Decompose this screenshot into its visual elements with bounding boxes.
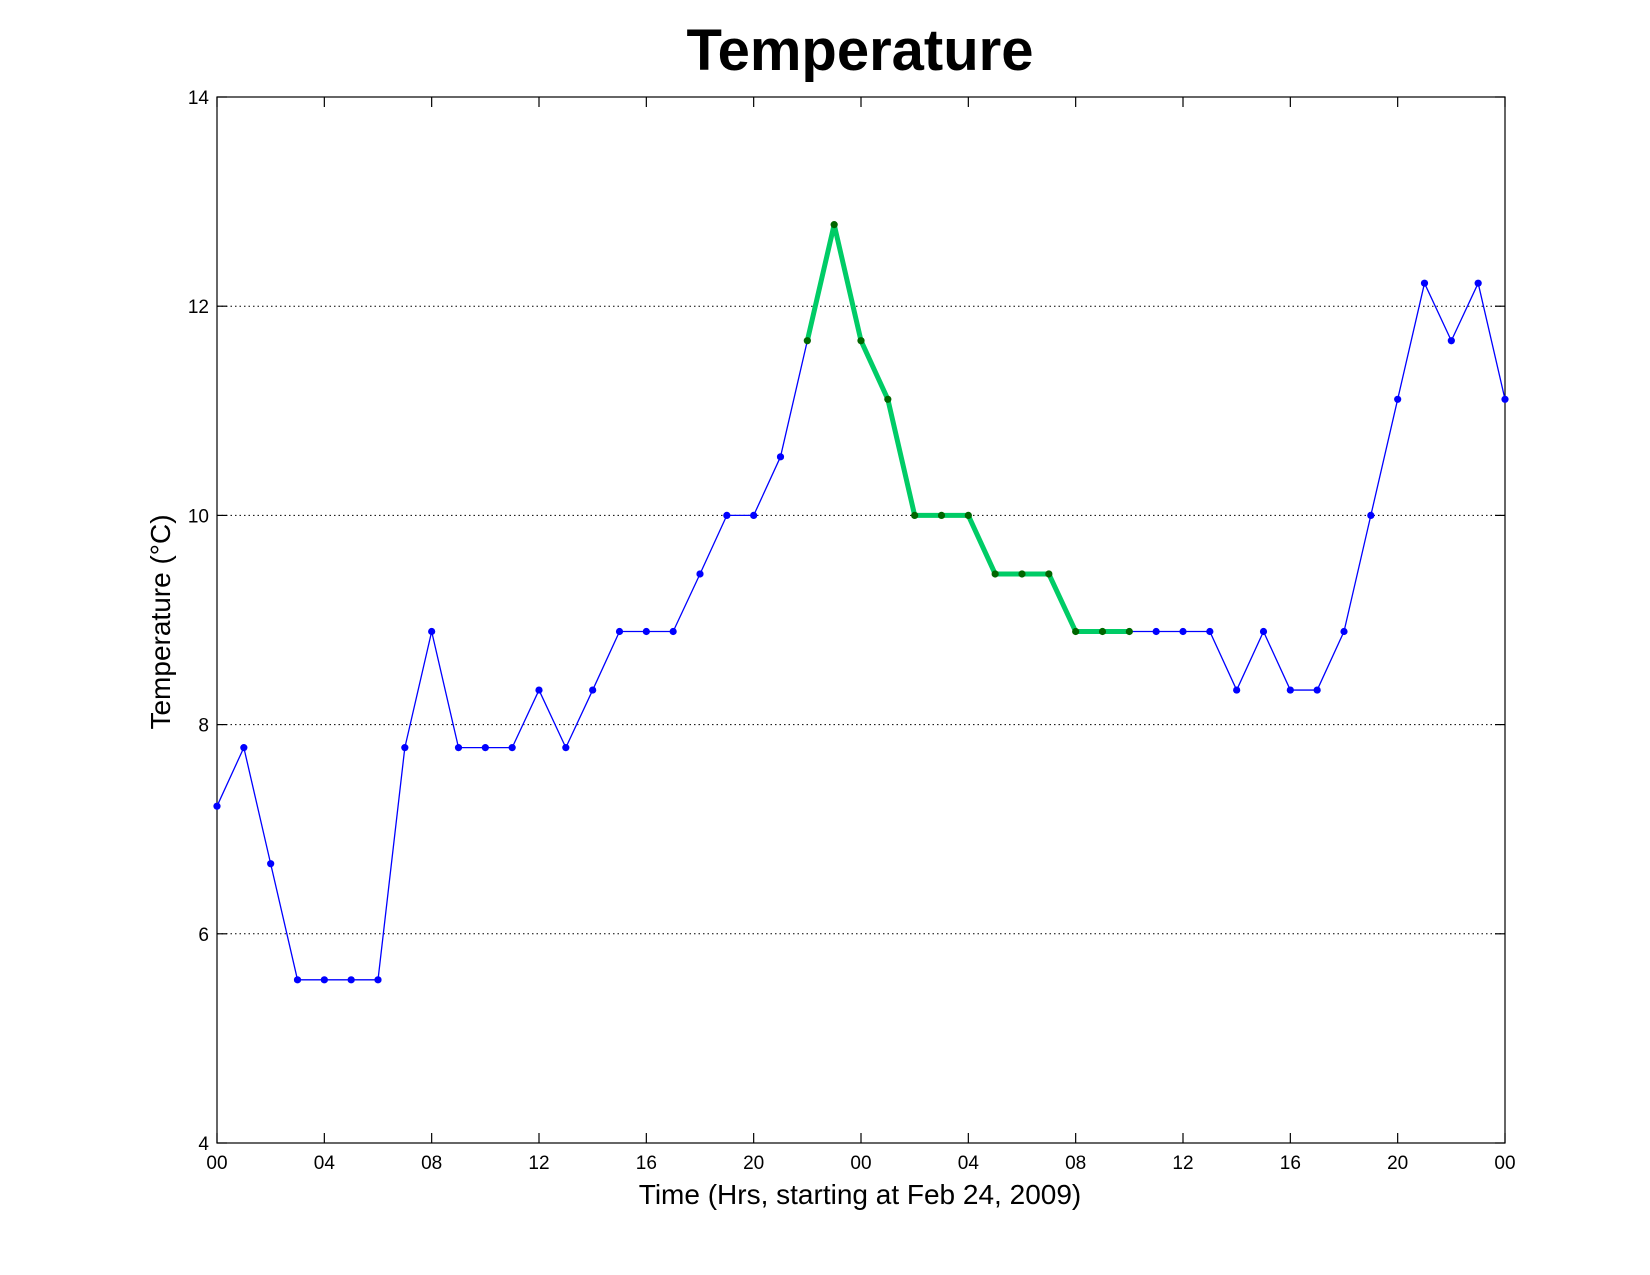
y-tick-label: 6 xyxy=(198,925,209,946)
data-point xyxy=(320,976,328,984)
y-tick-label: 10 xyxy=(188,506,209,527)
data-point xyxy=(589,686,597,694)
highlighted-data-point xyxy=(964,511,972,519)
data-point xyxy=(347,976,355,984)
x-tick-label: 04 xyxy=(958,1153,980,1174)
highlighted-data-point xyxy=(857,337,865,345)
y-tick-label: 8 xyxy=(198,716,209,737)
data-point xyxy=(535,686,543,694)
highlighted-data-point xyxy=(1018,570,1026,578)
data-point xyxy=(642,627,650,636)
x-axis-label: Time (Hrs, starting at Feb 24, 2009) xyxy=(639,1179,1081,1210)
y-tick-label: 14 xyxy=(188,88,210,109)
data-point xyxy=(267,860,275,868)
data-point xyxy=(1233,686,1241,694)
y-axis-label: Temperature (°C) xyxy=(145,514,176,729)
x-tick-label: 20 xyxy=(743,1153,764,1174)
data-point xyxy=(723,511,731,519)
data-point xyxy=(696,570,704,578)
data-point xyxy=(213,802,221,810)
x-tick-label: 20 xyxy=(1387,1153,1408,1174)
data-point xyxy=(750,511,758,519)
highlighted-data-point xyxy=(911,511,919,519)
data-point xyxy=(1206,627,1214,636)
highlighted-data-point xyxy=(1072,627,1080,636)
data-point xyxy=(1420,279,1429,287)
data-point xyxy=(481,744,489,752)
data-point xyxy=(615,627,624,636)
data-point xyxy=(1340,627,1348,636)
data-point xyxy=(1474,279,1482,287)
data-point xyxy=(1313,686,1321,694)
data-point xyxy=(1367,511,1375,519)
data-point xyxy=(1259,627,1268,636)
x-tick-label: 00 xyxy=(1494,1153,1515,1174)
highlighted-data-point xyxy=(991,570,999,578)
data-point xyxy=(454,744,463,752)
y-tick-label: 4 xyxy=(198,1134,209,1155)
x-tick-label: 00 xyxy=(850,1153,871,1174)
data-point xyxy=(776,453,785,461)
data-point xyxy=(401,744,409,752)
marker-layer xyxy=(213,221,1509,984)
data-point xyxy=(1179,627,1187,636)
data-point xyxy=(1152,627,1160,636)
highlighted-data-point xyxy=(937,511,946,519)
x-tick-label: 08 xyxy=(1065,1153,1086,1174)
highlighted-data-point xyxy=(1098,627,1107,636)
highlighted-data-point xyxy=(803,337,811,345)
x-tick-label: 04 xyxy=(314,1153,336,1174)
data-point xyxy=(240,744,248,752)
highlighted-data-point xyxy=(1125,627,1133,636)
x-tick-label: 16 xyxy=(636,1153,657,1174)
data-point xyxy=(1447,337,1455,345)
y-tick-label: 12 xyxy=(188,297,209,318)
x-tick-label: 16 xyxy=(1280,1153,1301,1174)
data-point xyxy=(508,744,516,752)
x-tick-label: 08 xyxy=(421,1153,442,1174)
data-point xyxy=(562,744,570,752)
x-tick-label: 12 xyxy=(1172,1153,1193,1174)
highlighted-data-point xyxy=(1045,570,1053,578)
tick-layer: 4 6 8 10 12 14 00 04 08 12 16 20 00 04 08 12 16 20 00 xyxy=(188,88,1516,1174)
highlighted-data-point xyxy=(884,395,892,403)
grid-layer xyxy=(217,305,1505,935)
x-tick-label: 12 xyxy=(528,1153,549,1174)
data-point xyxy=(669,627,677,636)
data-point xyxy=(293,976,302,984)
x-tick-label: 00 xyxy=(206,1153,227,1174)
data-point xyxy=(1286,686,1294,694)
data-point xyxy=(374,976,382,984)
highlighted-data-point xyxy=(830,221,838,229)
data-point xyxy=(1501,395,1509,403)
data-point xyxy=(428,627,436,636)
chart-title: Temperature xyxy=(686,18,1033,83)
data-point xyxy=(1394,395,1402,403)
